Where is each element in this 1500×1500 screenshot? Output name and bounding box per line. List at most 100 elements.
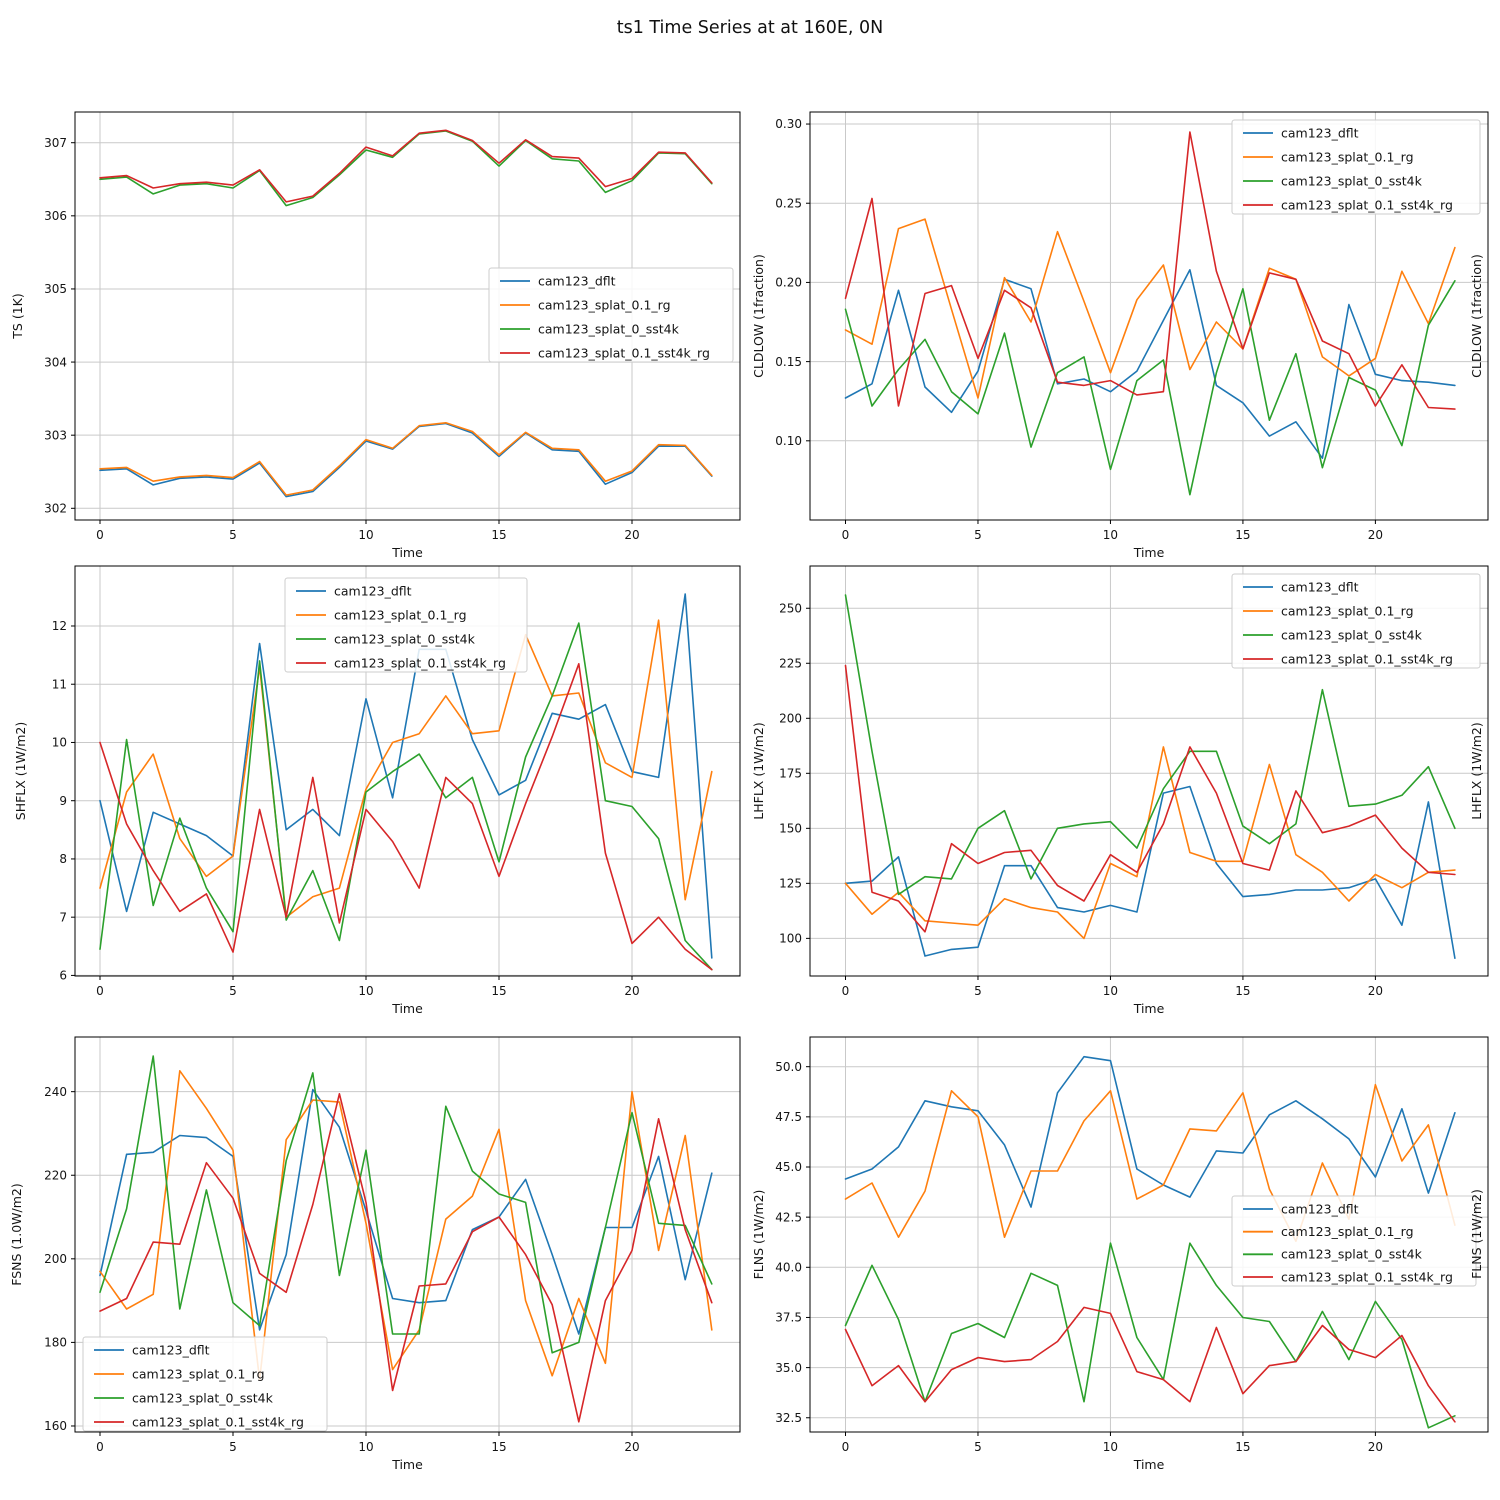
shflx-legend-box bbox=[284, 577, 528, 673]
flns-legend: cam123_dflt cam123_splat_0.1_rg cam123_spl… bbox=[1231, 1195, 1477, 1287]
cropped-edge-label-0: CLDLOW (1fraction) bbox=[1469, 254, 1484, 378]
ts-frame bbox=[74, 111, 741, 521]
cldlow-xtick-label: 5 bbox=[974, 528, 982, 542]
shflx-ylabel: SHFLX (1W/m2) bbox=[13, 722, 28, 820]
fsns-frame bbox=[74, 1036, 741, 1433]
flns-line-cam123_dflt bbox=[844, 1055, 1456, 1208]
flns-xtick-label: 10 bbox=[1103, 1440, 1118, 1454]
shflx-legend: cam123_dflt cam123_splat_0.1_rg cam123_spl… bbox=[284, 577, 528, 673]
flns-ytick-label: 50.0 bbox=[775, 1060, 802, 1074]
fsns-ytick-label: 200 bbox=[44, 1252, 67, 1266]
lhflx-line-cam123_splat_0_sst4k bbox=[844, 594, 1456, 896]
ts-line-cam123_splat_0_sst4k bbox=[99, 130, 713, 207]
flns-ytick-label: 37.5 bbox=[775, 1311, 802, 1325]
ts-xtick-label: 5 bbox=[229, 528, 237, 542]
lhflx-legend-label-cam123_splat_0_sst4k: cam123_splat_0_sst4k bbox=[1281, 627, 1423, 642]
shflx-xtick-label: 10 bbox=[358, 984, 373, 998]
flns-legend-label-cam123_splat_0_sst4k: cam123_splat_0_sst4k bbox=[1281, 1247, 1423, 1262]
cldlow-xtick-label: 10 bbox=[1103, 528, 1118, 542]
lhflx-xlabel: Time bbox=[1133, 1001, 1165, 1016]
flns-ytick-label: 45.0 bbox=[775, 1160, 802, 1174]
lhflx-line-cam123_dflt bbox=[844, 785, 1456, 960]
ts-legend-box bbox=[488, 267, 734, 363]
flns-line-cam123_splat_0_sst4k bbox=[844, 1242, 1456, 1429]
flns-xtick-label: 5 bbox=[974, 1440, 982, 1454]
shflx-ytick-label: 9 bbox=[59, 794, 67, 808]
fsns-xtick-label: 15 bbox=[491, 1440, 506, 1454]
shflx-xtick-label: 15 bbox=[491, 984, 506, 998]
flns-line-cam123_splat_0.1_sst4k_rg bbox=[844, 1306, 1456, 1423]
ts-ylabel: TS (1K) bbox=[10, 293, 25, 339]
flns-ytick-label: 40.0 bbox=[775, 1260, 802, 1274]
chart-ts: 302 303 304 305 306 307 0 5 10 15 20 Time TS (1K) cam… bbox=[10, 111, 741, 560]
ts-legend-label-cam123_splat_0.1_rg: cam123_splat_0.1_rg bbox=[538, 297, 671, 312]
shflx-line-cam123_dflt bbox=[99, 593, 713, 959]
fsns-legend-label-cam123_splat_0_sst4k: cam123_splat_0_sst4k bbox=[132, 1390, 274, 1405]
flns-legend-label-cam123_splat_0.1_rg: cam123_splat_0.1_rg bbox=[1281, 1224, 1414, 1239]
lhflx-xtick-label: 15 bbox=[1235, 984, 1250, 998]
ts-legend-label-cam123_dflt: cam123_dflt bbox=[538, 273, 616, 288]
shflx-frame bbox=[74, 565, 741, 977]
lhflx-ytick-label: 125 bbox=[779, 877, 802, 891]
flns-ylabel: FLNS (1W/m2) bbox=[751, 1190, 766, 1280]
flns-ytick-label: 32.5 bbox=[775, 1411, 802, 1425]
shflx-ytick-label: 11 bbox=[52, 677, 67, 691]
flns-legend-box bbox=[1231, 1195, 1477, 1287]
fsns-xtick-label: 0 bbox=[96, 1440, 104, 1454]
ts-xtick-label: 10 bbox=[358, 528, 373, 542]
shflx-ytick-label: 6 bbox=[59, 969, 67, 983]
fsns-line-cam123_splat_0.1_rg bbox=[99, 1070, 713, 1381]
flns-xlabel: Time bbox=[1133, 1457, 1165, 1472]
ts-line-cam123_splat_0.1_sst4k_rg bbox=[99, 129, 713, 203]
shflx-line-cam123_splat_0_sst4k bbox=[99, 622, 713, 971]
ts-xtick-label: 0 bbox=[96, 528, 104, 542]
ts-ytick-label: 306 bbox=[44, 209, 67, 223]
flns-xtick-label: 0 bbox=[842, 1440, 850, 1454]
lhflx-legend-box bbox=[1231, 573, 1481, 669]
shflx-legend-label-cam123_splat_0.1_rg: cam123_splat_0.1_rg bbox=[334, 607, 467, 622]
fsns-legend-label-cam123_dflt: cam123_dflt bbox=[132, 1342, 210, 1357]
shflx-line-cam123_splat_0.1_sst4k_rg bbox=[99, 662, 713, 971]
ts-xlabel: Time bbox=[391, 545, 423, 560]
fsns-xtick-label: 20 bbox=[624, 1440, 639, 1454]
lhflx-legend-label-cam123_splat_0.1_rg: cam123_splat_0.1_rg bbox=[1281, 603, 1414, 618]
flns-frame bbox=[809, 1036, 1489, 1433]
lhflx-xtick-label: 10 bbox=[1103, 984, 1118, 998]
shflx-legend-label-cam123_splat_0_sst4k: cam123_splat_0_sst4k bbox=[334, 631, 476, 646]
figure-title: ts1 Time Series at at 160E, 0N bbox=[616, 18, 884, 38]
cldlow-xtick-label: 15 bbox=[1235, 528, 1250, 542]
fsns-line-cam123_dflt bbox=[99, 1088, 713, 1335]
shflx-ytick-label: 8 bbox=[59, 852, 67, 866]
ts-legend-label-cam123_splat_0_sst4k: cam123_splat_0_sst4k bbox=[538, 321, 680, 336]
lhflx-ylabel: LHFLX (1W/m2) bbox=[751, 722, 766, 819]
flns-ytick-label: 42.5 bbox=[775, 1210, 802, 1224]
ts-xtick-label: 15 bbox=[491, 528, 506, 542]
shflx-legend-label-cam123_splat_0.1_sst4k_rg: cam123_splat_0.1_sst4k_rg bbox=[334, 655, 506, 670]
shflx-xlabel: Time bbox=[391, 1001, 423, 1016]
cldlow-legend-label-cam123_dflt: cam123_dflt bbox=[1281, 125, 1359, 140]
fsns-legend-label-cam123_splat_0.1_rg: cam123_splat_0.1_rg bbox=[132, 1366, 265, 1381]
ts-ytick-label: 302 bbox=[44, 502, 67, 516]
shflx-ytick-label: 10 bbox=[52, 736, 67, 750]
fsns-ytick-label: 180 bbox=[44, 1336, 67, 1350]
cldlow-ytick-label: 0.25 bbox=[775, 196, 802, 210]
flns-xtick-label: 15 bbox=[1235, 1440, 1250, 1454]
chart-cldlow: 0.10 0.15 0.20 0.25 0.30 0 5 10 15 20 Time CLDLOW (… bbox=[751, 111, 1489, 560]
cldlow-line-cam123_splat_0.1_sst4k_rg bbox=[844, 131, 1456, 410]
lhflx-xtick-label: 20 bbox=[1368, 984, 1383, 998]
cldlow-ylabel: CLDLOW (1fraction) bbox=[751, 254, 766, 378]
lhflx-xtick-label: 5 bbox=[974, 984, 982, 998]
cldlow-legend: cam123_dflt cam123_splat_0.1_rg cam123_spl… bbox=[1231, 119, 1481, 215]
shflx-xtick-label: 20 bbox=[624, 984, 639, 998]
fsns-ylabel: FSNS (1.0W/m2) bbox=[9, 1183, 24, 1286]
ts-xtick-label: 20 bbox=[624, 528, 639, 542]
fsns-legend: cam123_dflt cam123_splat_0.1_rg cam123_spl… bbox=[82, 1336, 328, 1432]
shflx-line-cam123_splat_0.1_rg bbox=[99, 619, 713, 919]
cldlow-ytick-label: 0.10 bbox=[775, 434, 802, 448]
cropped-edge-label-2: FLNS (1W/m2) bbox=[1469, 1189, 1484, 1279]
ts-legend-label-cam123_splat_0.1_sst4k_rg: cam123_splat_0.1_sst4k_rg bbox=[538, 345, 710, 360]
chart-shflx: 6 7 8 9 10 11 12 0 5 10 15 20 Time SHFLX (1W/m2) cam12… bbox=[13, 565, 741, 1016]
cldlow-ytick-label: 0.30 bbox=[775, 117, 802, 131]
